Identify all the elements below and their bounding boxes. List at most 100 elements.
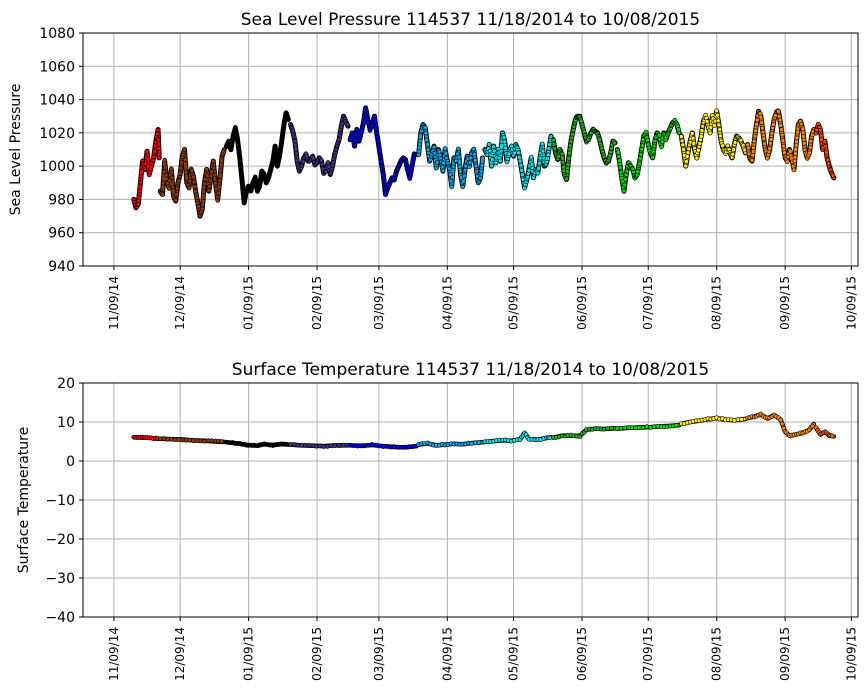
- data-point: [364, 108, 369, 114]
- data-point: [292, 138, 298, 144]
- data-point: [143, 161, 148, 167]
- data-point: [216, 190, 221, 196]
- data-point: [160, 180, 166, 186]
- data-point: [135, 201, 141, 207]
- data-point: [388, 444, 393, 450]
- data-point: [673, 422, 679, 428]
- data-point: [423, 130, 429, 136]
- data-point: [501, 135, 507, 140]
- data-point: [221, 149, 226, 155]
- data-point: [716, 122, 722, 128]
- y-tick-label: 980: [48, 192, 75, 208]
- data-point: [285, 114, 290, 120]
- data-point: [471, 146, 477, 152]
- data-point: [644, 424, 650, 429]
- data-point: [695, 147, 701, 153]
- data-point: [551, 141, 557, 147]
- data-point: [659, 144, 664, 150]
- data-point: [279, 138, 285, 143]
- x-tick-label: 06/09/15: [575, 276, 589, 330]
- data-point: [474, 168, 480, 174]
- data-point: [529, 162, 535, 167]
- data-point: [605, 426, 611, 431]
- data-point: [785, 159, 790, 165]
- data-point: [392, 444, 397, 449]
- x-tick-label: 12/09/14: [173, 276, 187, 330]
- data-point: [381, 179, 387, 184]
- data-point: [258, 178, 263, 183]
- data-point: [511, 150, 517, 156]
- data-point: [341, 442, 346, 448]
- data-point: [422, 125, 428, 130]
- data-point: [749, 158, 755, 163]
- data-point: [281, 122, 287, 128]
- data-point: [731, 147, 736, 152]
- data-point: [237, 155, 243, 161]
- data-point: [650, 155, 655, 160]
- data-point: [769, 130, 775, 136]
- data-point: [751, 145, 756, 151]
- data-point: [142, 166, 148, 171]
- data-point: [294, 158, 300, 164]
- data-point: [780, 138, 786, 143]
- data-point: [684, 154, 690, 159]
- data-point: [310, 443, 315, 448]
- y-tick-label: 1080: [39, 26, 75, 42]
- data-point: [194, 438, 200, 443]
- data-point: [325, 160, 331, 165]
- data-point: [753, 128, 759, 133]
- data-point: [291, 134, 297, 140]
- x-tick-label: 01/09/15: [242, 276, 256, 330]
- data-point: [319, 161, 325, 167]
- data-point: [621, 188, 627, 194]
- data-point: [597, 137, 602, 142]
- data-point: [238, 162, 243, 168]
- data-point: [236, 148, 242, 154]
- y-tick-label: 960: [48, 226, 75, 242]
- data-point: [212, 172, 218, 178]
- data-point: [441, 160, 446, 166]
- axes-frame: [82, 32, 859, 267]
- data-point: [690, 135, 696, 141]
- x-tick-label: 08/09/15: [710, 276, 724, 330]
- x-tick-label: 07/09/15: [641, 627, 655, 681]
- data-point: [447, 166, 452, 172]
- chart-title: Sea Level Pressure 114537 11/18/2014 to …: [241, 10, 700, 30]
- data-point: [151, 154, 156, 160]
- data-point: [640, 425, 646, 431]
- data-point: [229, 142, 234, 148]
- data-point: [329, 166, 335, 172]
- y-tick-label: 1060: [39, 59, 75, 75]
- data-point: [787, 149, 793, 154]
- data-point: [618, 425, 624, 431]
- data-point: [478, 168, 484, 174]
- data-point: [638, 152, 644, 157]
- data-point: [403, 444, 408, 450]
- data-point: [431, 144, 437, 150]
- data-point: [622, 425, 627, 431]
- data-point: [640, 137, 646, 143]
- data-point: [768, 137, 774, 142]
- data-point: [720, 143, 725, 149]
- data-point: [681, 147, 686, 152]
- data-point: [712, 123, 717, 128]
- data-point: [546, 146, 552, 151]
- data-point: [373, 442, 379, 448]
- data-point: [824, 150, 829, 155]
- data-point: [283, 441, 289, 447]
- data-point: [761, 136, 767, 141]
- data-point: [170, 184, 176, 190]
- data-point: [156, 146, 162, 151]
- y-tick-label: 1000: [39, 159, 75, 175]
- data-point: [137, 188, 142, 194]
- data-point: [691, 141, 697, 146]
- data-point: [425, 147, 431, 153]
- data-point: [238, 170, 244, 176]
- data-point: [344, 122, 350, 127]
- data-point: [754, 117, 760, 123]
- x-tick-label: 11/09/14: [107, 627, 121, 681]
- data-point: [637, 161, 642, 167]
- data-point: [616, 153, 622, 159]
- data-point: [460, 184, 466, 190]
- data-point: [622, 182, 627, 188]
